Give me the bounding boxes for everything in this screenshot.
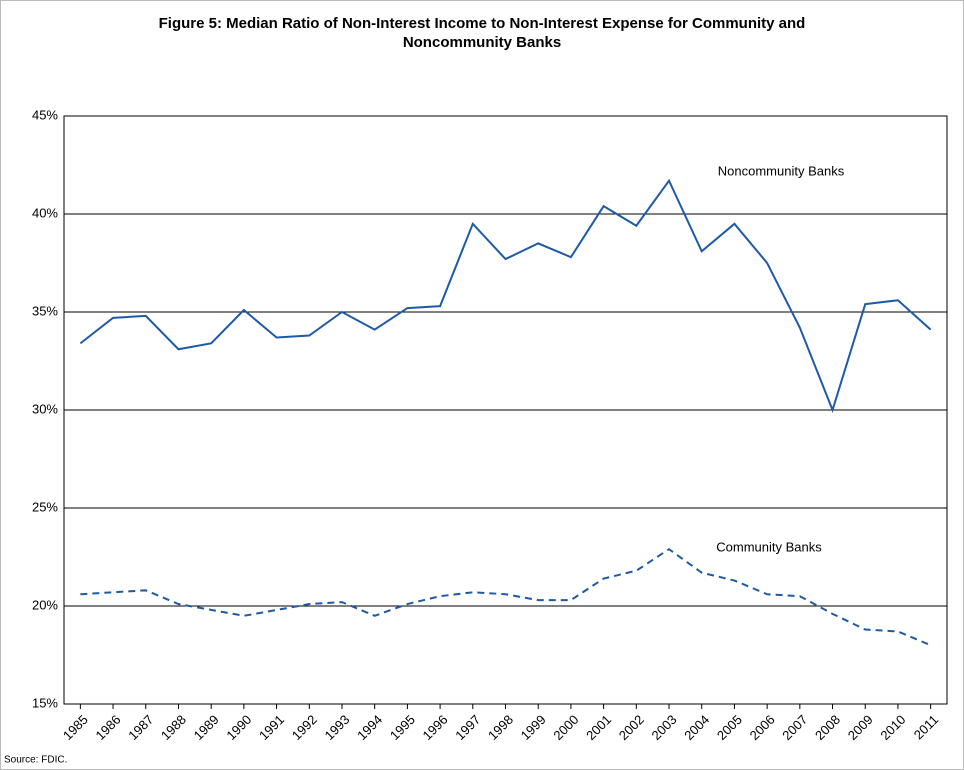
x-tick-label: 2010 — [877, 712, 908, 743]
x-tick-label: 1988 — [158, 712, 189, 743]
y-tick-label: 40% — [32, 205, 58, 220]
x-tick-label: 1999 — [518, 712, 549, 743]
x-tick-label: 2007 — [779, 712, 810, 743]
x-tick-label: 1987 — [125, 712, 156, 743]
x-tick-label: 1985 — [60, 712, 91, 743]
x-tick-label: 1993 — [321, 712, 352, 743]
y-tick-label: 45% — [32, 107, 58, 122]
x-tick-label: 2003 — [649, 712, 680, 743]
series-label: Community Banks — [716, 539, 822, 554]
x-tick-label: 2008 — [812, 712, 843, 743]
x-tick-label: 1995 — [387, 712, 418, 743]
x-tick-label: 1991 — [256, 712, 287, 743]
y-tick-label: 30% — [32, 401, 58, 416]
series-label: Noncommunity Banks — [718, 163, 845, 178]
x-tick-label: 2005 — [714, 712, 745, 743]
x-tick-label: 2004 — [681, 712, 712, 743]
x-tick-label: 1994 — [354, 712, 385, 743]
x-tick-label: 1996 — [420, 712, 451, 743]
x-tick-label: 1986 — [93, 712, 124, 743]
y-tick-label: 20% — [32, 597, 58, 612]
x-tick-label: 1989 — [191, 712, 222, 743]
series-line — [79, 178, 932, 414]
y-tick-label: 25% — [32, 499, 58, 514]
x-tick-label: 2001 — [583, 712, 614, 743]
x-tick-label: 1997 — [452, 712, 483, 743]
series-line — [80, 547, 932, 647]
x-tick-label: 1992 — [289, 712, 320, 743]
x-tick-label: 2000 — [550, 712, 581, 743]
x-tick-label: 2009 — [845, 712, 876, 743]
x-tick-label: 1998 — [485, 712, 516, 743]
x-tick-label: 2011 — [911, 712, 941, 742]
x-tick-label: 1990 — [223, 712, 254, 743]
chart-title: Figure 5: Median Ratio of Non-Interest I… — [158, 15, 806, 51]
x-tick-label: 2002 — [616, 712, 647, 743]
x-tick-label: 2006 — [747, 712, 778, 743]
y-tick-label: 35% — [32, 303, 58, 318]
y-tick-label: 15% — [32, 695, 58, 710]
source-note: Source: FDIC. — [4, 755, 67, 766]
